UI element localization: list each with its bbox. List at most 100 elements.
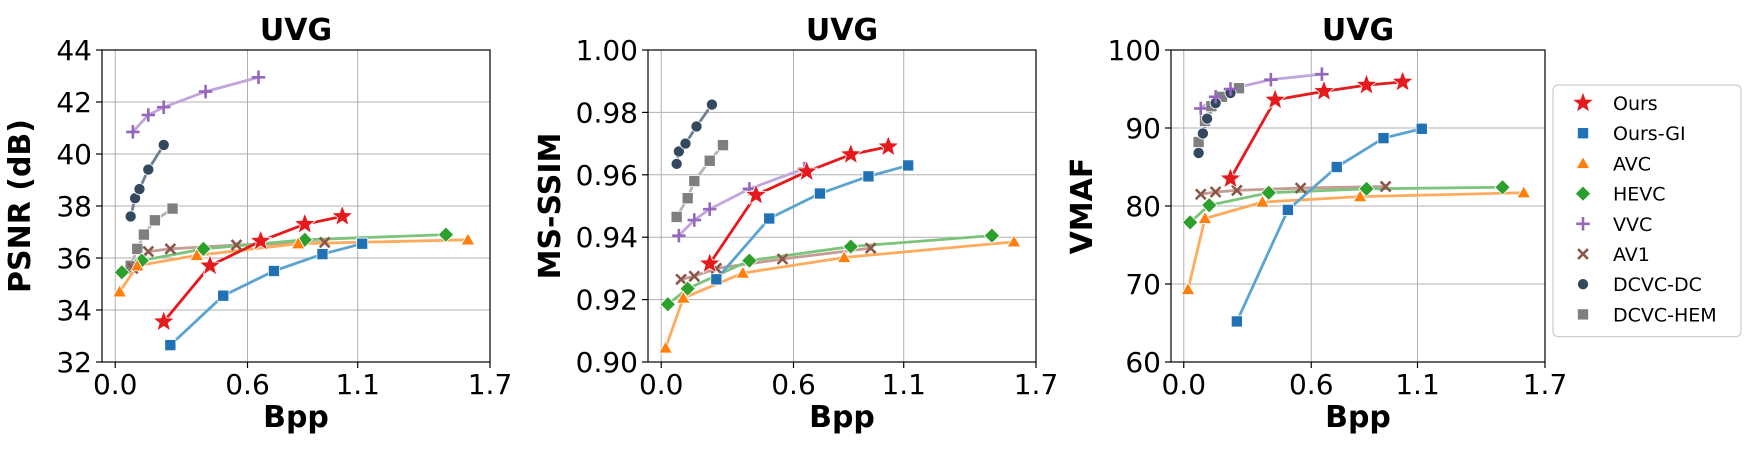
- data-point-avc: [1516, 185, 1532, 199]
- data-point-avc: [1180, 281, 1196, 295]
- data-point-vvc: [126, 125, 140, 139]
- y-tick-label: 100: [1108, 34, 1161, 67]
- data-point-hevc: [1260, 184, 1277, 201]
- data-point-dcvc-hem: [681, 192, 694, 205]
- x-tick-label: 1.7: [468, 368, 513, 401]
- legend-marker-ours: [1571, 90, 1595, 114]
- data-point-ours-gi: [1377, 132, 1390, 145]
- data-point-ours-gi: [902, 159, 915, 172]
- y-tick-label: 90: [1125, 112, 1161, 145]
- data-point-ours-gi: [763, 212, 776, 225]
- chart-panel-3: 0.0 0.6 1.1 1.7 60 70 80 90 100 UVG Bpp VMAF: [1065, 13, 1567, 435]
- y-tick-label: 80: [1125, 190, 1161, 223]
- y-tick-label: 36: [56, 242, 92, 275]
- data-point-dcvc-dc: [142, 163, 155, 176]
- data-point-dcvc-hem: [166, 202, 179, 215]
- data-point-vvc: [156, 100, 171, 114]
- y-tick-label: 38: [56, 190, 92, 223]
- data-point-hevc: [1358, 180, 1375, 198]
- data-point-dcvc-hem: [137, 228, 150, 241]
- data-point-avc: [1254, 194, 1270, 208]
- data-point-vvc: [1194, 101, 1208, 116]
- x-tick-label: 1.1: [335, 368, 380, 401]
- data-point-hevc: [741, 252, 758, 269]
- data-point-ours: [293, 211, 317, 235]
- data-point-avc: [675, 290, 691, 304]
- data-point-ours-gi: [164, 339, 177, 352]
- data-point-dcvc-dc: [1192, 146, 1205, 159]
- legend-box: [1552, 84, 1742, 338]
- series-group: [1180, 67, 1532, 328]
- data-point-vvc: [198, 84, 213, 99]
- series-line-ours: [162, 214, 344, 324]
- data-point-dcvc-dc: [1196, 127, 1209, 140]
- legend-label: VVC: [1613, 214, 1652, 236]
- data-point-dcvc-hem: [131, 242, 144, 255]
- data-point-hevc: [983, 227, 1001, 244]
- data-point-vvc: [1208, 90, 1223, 104]
- y-tick-label: 0.96: [576, 159, 638, 192]
- data-point-hevc: [1201, 197, 1218, 214]
- data-point-ours: [744, 182, 768, 206]
- data-point-ours-gi: [316, 248, 329, 261]
- legend-marker-dcvc-hem: [1577, 308, 1589, 321]
- legend-item-ours-gi: Ours-GI: [1577, 123, 1686, 145]
- data-point-avc: [735, 265, 751, 279]
- y-tick-label: 0.90: [576, 346, 638, 379]
- data-point-av1: [1209, 186, 1222, 198]
- legend-label: DCVC-DC: [1613, 274, 1702, 296]
- y-tick-label: 40: [56, 138, 92, 171]
- chart-title: UVG: [806, 13, 878, 48]
- chart-title: UVG: [1322, 13, 1394, 48]
- y-axis-label: VMAF: [1065, 158, 1100, 255]
- y-tick-label: 34: [56, 294, 92, 327]
- data-point-dcvc-dc: [679, 137, 692, 150]
- y-tick-label: 44: [56, 34, 92, 67]
- series-line-avc: [1186, 191, 1526, 291]
- legend-label: HEVC: [1613, 184, 1666, 206]
- data-point-ours: [1354, 72, 1379, 96]
- legend-marker-hevc: [1574, 185, 1592, 202]
- data-point-avc: [1352, 189, 1368, 203]
- x-tick-label: 0.0: [639, 368, 684, 401]
- data-point-av1: [864, 242, 877, 254]
- legend-marker-vvc: [1576, 217, 1590, 231]
- data-point-ours-gi: [862, 170, 875, 183]
- legend-label: Ours-GI: [1613, 123, 1686, 145]
- legend-label: AVC: [1613, 153, 1651, 175]
- legend-item-hevc: HEVC: [1574, 184, 1666, 206]
- data-point-ours-gi: [1281, 203, 1294, 216]
- data-point-av1: [1231, 184, 1243, 197]
- data-point-ours: [1390, 69, 1415, 93]
- data-point-dcvc-dc: [670, 157, 683, 170]
- legend-item-av1: AV1: [1577, 244, 1650, 266]
- chart-panel-1: 0.0 0.6 1.1 1.7 32 34 36 38 40 42 44 UVG Bpp PSNR (dB…: [3, 13, 512, 435]
- y-tick-label: 70: [1125, 268, 1161, 301]
- data-point-hevc: [679, 280, 696, 297]
- data-point-dcvc-hem: [670, 210, 683, 223]
- data-point-vvc: [1223, 82, 1238, 96]
- data-point-av1: [164, 243, 177, 255]
- axes-frame: [647, 49, 1037, 363]
- legend-label: AV1: [1613, 244, 1650, 266]
- data-point-avc: [1006, 234, 1022, 248]
- data-point-ours: [198, 253, 222, 276]
- y-tick-label: 1.00: [576, 34, 638, 67]
- x-axis-label: Bpp: [809, 400, 875, 435]
- data-point-av1: [230, 239, 243, 251]
- data-point-ours-gi: [1230, 315, 1243, 328]
- data-point-av1: [142, 245, 155, 258]
- legend-label: Ours: [1613, 93, 1658, 115]
- data-point-vvc: [251, 70, 266, 85]
- y-tick-label: 60: [1125, 346, 1161, 379]
- series-line-ours: [1229, 80, 1405, 181]
- data-point-ours: [697, 251, 722, 274]
- data-point-ours: [794, 159, 819, 182]
- data-point-ours-gi: [813, 187, 826, 200]
- data-point-ours-gi: [217, 289, 230, 302]
- y-axis-label: MS-SSIM: [533, 133, 568, 280]
- data-point-dcvc-dc: [157, 138, 170, 151]
- data-point-dcvc-hem: [688, 175, 701, 188]
- series-group: [658, 98, 1022, 354]
- legend-item-ours: Ours: [1571, 90, 1658, 115]
